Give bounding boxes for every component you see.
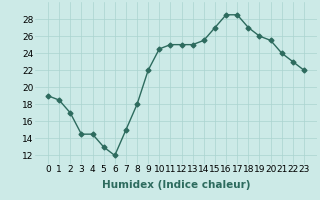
X-axis label: Humidex (Indice chaleur): Humidex (Indice chaleur) bbox=[102, 180, 250, 190]
